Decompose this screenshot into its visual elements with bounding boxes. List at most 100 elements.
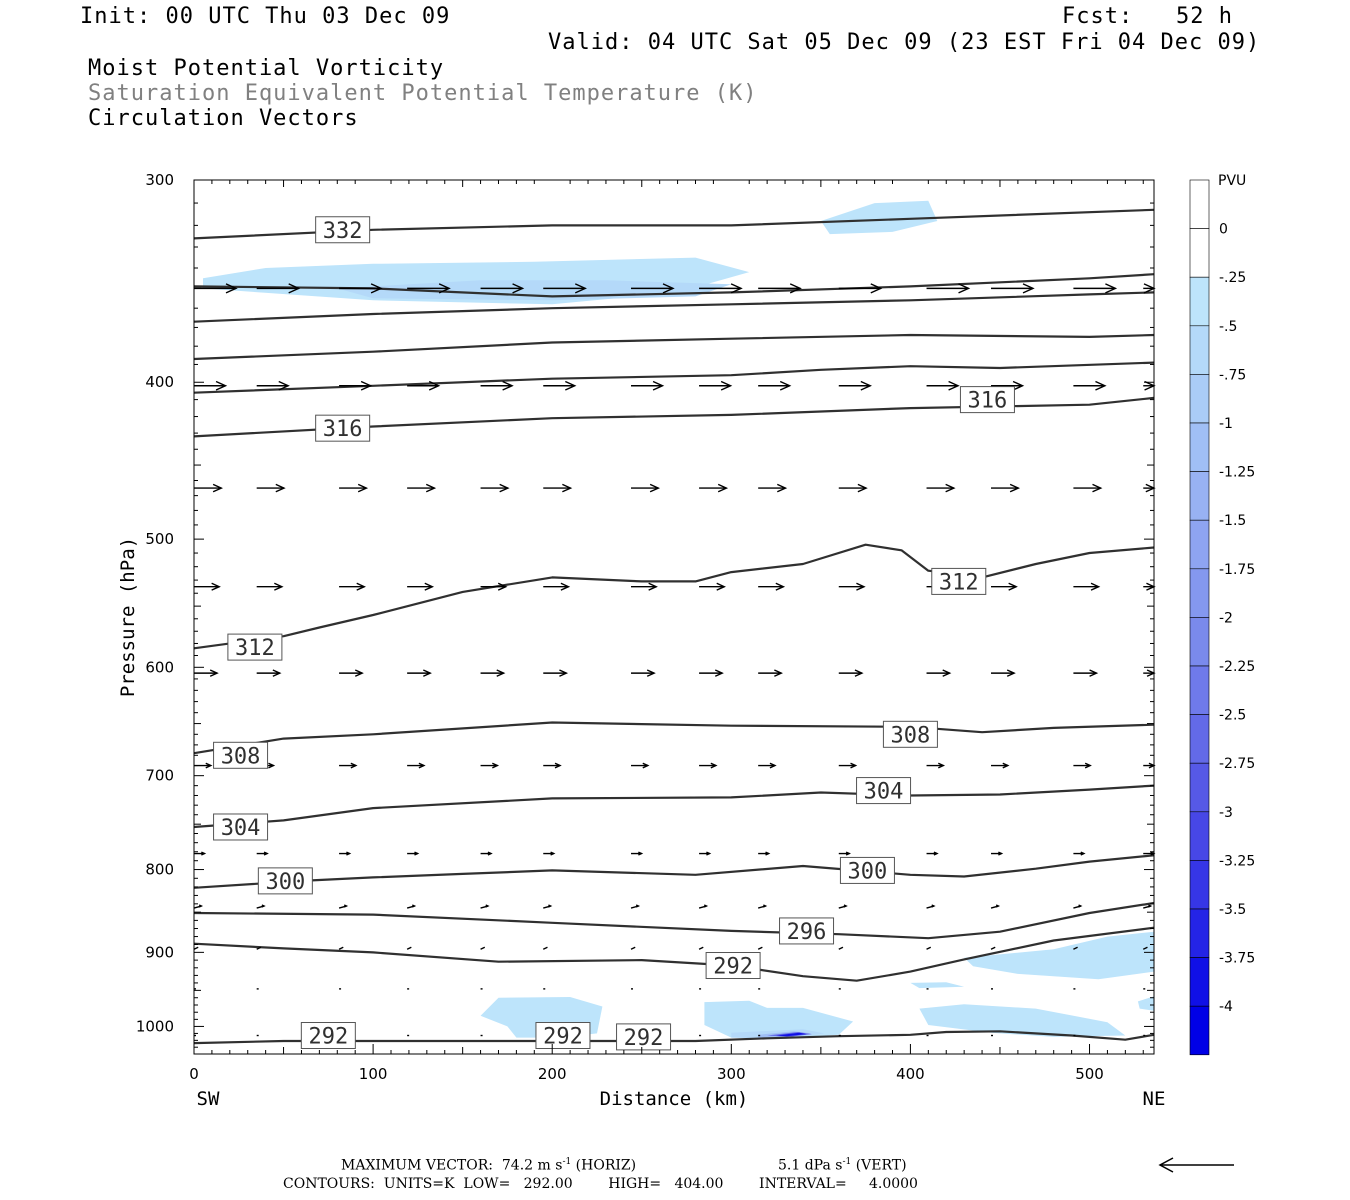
circulation-vector	[1143, 904, 1153, 909]
circulation-vector	[838, 851, 851, 856]
circulation-vector	[543, 380, 577, 391]
contour-label-box	[882, 720, 938, 748]
vector-head	[212, 483, 224, 493]
circulation-vector	[631, 582, 658, 591]
contour-label: 300	[839, 856, 895, 884]
vector-head	[496, 669, 506, 677]
x-right-endpoint: NE	[1143, 1088, 1166, 1110]
vector-head	[261, 904, 266, 908]
vector-head	[646, 669, 656, 677]
contour-label-text: 304	[221, 816, 261, 841]
circulation-vector	[339, 851, 352, 856]
circulation-vector	[480, 380, 514, 391]
contour-label: 300	[257, 867, 313, 895]
vector-head	[1022, 283, 1035, 294]
colorbar-cell	[1189, 714, 1210, 764]
y-tick-label: 400	[145, 373, 174, 391]
circulation-vector	[543, 669, 569, 677]
circulation-vector	[758, 380, 792, 391]
vector-head	[1006, 669, 1016, 677]
contour-label-layer: 332 316 316 312 312 308 308 304 304 300 300 296 292 2…	[213, 216, 1015, 1051]
vector-head	[356, 582, 366, 591]
contour-label-box	[257, 867, 313, 895]
contour-label-text: 292	[713, 955, 753, 980]
circulation-vector	[1143, 380, 1156, 391]
circulation-vector	[838, 762, 858, 769]
contour-label-box	[213, 741, 269, 769]
vector-head	[642, 762, 650, 769]
vector-shaft	[480, 946, 486, 950]
vector-head	[714, 669, 724, 677]
circulation-vector	[1073, 582, 1101, 591]
vector-head	[843, 904, 848, 908]
colorbar-cell	[1189, 908, 1210, 958]
vector-head	[998, 851, 1004, 856]
pv-region	[919, 1004, 1126, 1037]
vector-head	[730, 283, 743, 294]
contour-label: 292	[705, 952, 761, 980]
vector-head	[1012, 380, 1025, 391]
vert-tag: (VERT)	[855, 1157, 907, 1174]
vector-head	[418, 762, 426, 769]
contour-label-box	[839, 856, 895, 884]
circulation-vector	[1073, 946, 1078, 950]
contour-label-text: 308	[891, 723, 931, 748]
vector-head	[870, 283, 883, 294]
theta-es-contour	[193, 784, 1155, 829]
y-tick-label: 600	[145, 658, 174, 676]
contour-label: 312	[931, 567, 987, 595]
vector-head	[438, 283, 451, 294]
vector-head	[789, 283, 802, 294]
contour-label-text: 292	[308, 1025, 348, 1050]
vector-head	[775, 582, 786, 591]
circulation-vector	[758, 582, 786, 591]
field-title-mpv: Moist Potential Vorticity	[88, 56, 445, 81]
vector-shaft	[990, 946, 996, 950]
vector-head	[777, 483, 788, 493]
colorbar-tick-label: -.75	[1219, 367, 1246, 383]
contour-label: 296	[779, 917, 835, 945]
circulation-vector	[543, 904, 553, 909]
contour-label: 292	[300, 1022, 356, 1050]
x-tick-label: 500	[1075, 1065, 1104, 1083]
colorbar-cell	[1189, 519, 1210, 570]
vector-head	[502, 380, 514, 391]
vector-head	[272, 669, 282, 677]
colorbar-cell	[1189, 568, 1210, 618]
circulation-vector	[1142, 946, 1148, 950]
max-vector-vert-line: 5.1 dPa s-1 (VERT)	[778, 1157, 907, 1174]
y-axis-label: Pressure (hPa)	[117, 537, 139, 697]
vector-head	[850, 762, 858, 769]
circulation-vector	[543, 283, 587, 294]
x-axis-label: Distance (km)	[600, 1088, 749, 1110]
colorbar-tick-label: 0	[1219, 222, 1228, 238]
circulation-vector	[990, 946, 996, 950]
contour-label: 292	[616, 1023, 672, 1051]
x-tick-label: 400	[896, 1065, 925, 1083]
circulation-vector	[194, 380, 228, 391]
contour-label-box	[616, 1023, 672, 1051]
vector-head	[343, 904, 349, 908]
theta-es-contour	[193, 854, 1155, 889]
vector-head	[938, 762, 946, 769]
circulation-vector	[757, 946, 763, 950]
circulation-vector	[256, 904, 266, 909]
vector-head	[857, 483, 868, 493]
circulation-vector	[480, 946, 486, 950]
circulation-vector	[339, 669, 364, 677]
pv-region	[1137, 996, 1154, 1011]
colorbar-cell	[1189, 325, 1210, 375]
circulation-vector	[407, 380, 441, 391]
circulation-vector	[407, 762, 426, 769]
colorbar-cell	[1189, 957, 1210, 1007]
circulation-vector	[926, 904, 936, 909]
max-vector-horiz: 74.2 m s	[501, 1157, 563, 1174]
vector-head	[1002, 762, 1010, 769]
vector-shaft	[698, 946, 704, 950]
vector-head	[263, 851, 269, 856]
contour-label-box	[535, 1022, 591, 1050]
circulation-vector	[256, 283, 301, 294]
vector-head	[1078, 904, 1083, 908]
vector-head	[346, 851, 352, 856]
vector-head	[856, 582, 866, 591]
